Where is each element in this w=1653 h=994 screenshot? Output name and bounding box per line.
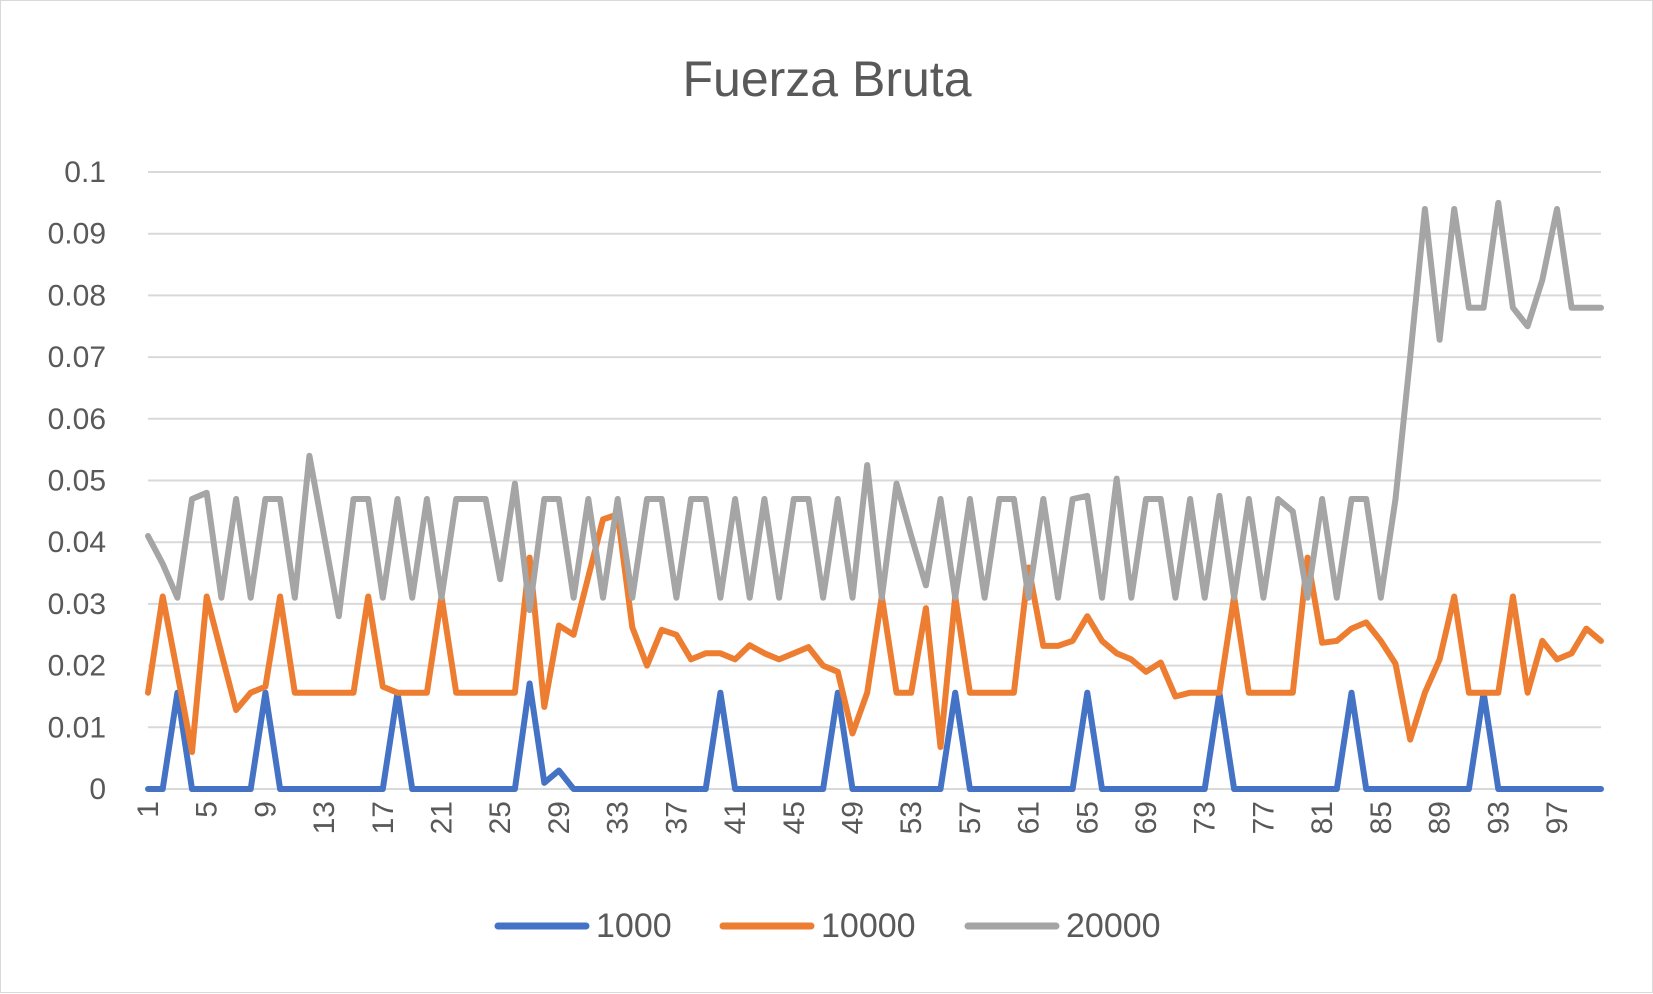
- x-tick-label: 25: [484, 801, 517, 834]
- legend: 1000 10000 20000: [494, 907, 1161, 945]
- y-tick-label: 0.07: [48, 341, 106, 374]
- x-tick-label: 77: [1247, 801, 1280, 834]
- x-tick-label: 1: [132, 801, 165, 818]
- y-tick-label: 0.05: [48, 465, 106, 498]
- y-tick-label: 0.01: [48, 711, 106, 744]
- x-tick-label: 5: [191, 801, 224, 818]
- series-line-10000: [145, 511, 1604, 755]
- x-tick-label: 65: [1071, 801, 1104, 834]
- x-tick-label: 93: [1482, 801, 1515, 834]
- x-tick-label: 49: [836, 801, 869, 834]
- gridlines: [148, 171, 1601, 790]
- x-tick-label: 85: [1365, 801, 1398, 834]
- y-tick-label: 0.02: [48, 650, 106, 683]
- y-tick-label: 0.04: [48, 526, 106, 559]
- x-tick-label: 89: [1424, 801, 1457, 834]
- x-tick-label: 97: [1541, 801, 1574, 834]
- x-tick-label: 61: [1013, 801, 1046, 834]
- x-tick-label: 33: [602, 801, 635, 834]
- x-tick-label: 21: [426, 801, 459, 834]
- x-tick-label: 29: [543, 801, 576, 834]
- y-tick-label: 0.09: [48, 218, 106, 251]
- legend-label: 20000: [1066, 907, 1161, 945]
- y-tick-label: 0: [89, 773, 106, 806]
- x-tick-label: 81: [1306, 801, 1339, 834]
- y-axis-ticks: 0 0.01 0.02 0.03 0.04 0.05 0.06 0.07 0.08 0.09 0.1: [48, 156, 106, 806]
- x-axis-ticks: 1 5 9 13 17 21 25 29 33 37 41 45 49 53 57 61 65 69 73 77 81 8…: [132, 801, 1574, 834]
- y-tick-label: 0.08: [48, 279, 106, 312]
- y-tick-label: 0.06: [48, 403, 106, 436]
- x-tick-label: 41: [719, 801, 752, 834]
- series-line-20000: [145, 199, 1604, 620]
- legend-label: 1000: [596, 907, 672, 945]
- x-tick-label: 17: [367, 801, 400, 834]
- x-tick-label: 73: [1189, 801, 1222, 834]
- x-tick-label: 13: [308, 801, 341, 834]
- series-lines: [145, 199, 1604, 792]
- chart-title: Fuerza Bruta: [682, 51, 971, 107]
- y-tick-label: 0.03: [48, 588, 106, 621]
- series-line-1000: [145, 680, 1604, 792]
- x-tick-label: 57: [954, 801, 987, 834]
- legend-label: 10000: [821, 907, 916, 945]
- x-tick-label: 37: [660, 801, 693, 834]
- x-tick-label: 53: [895, 801, 928, 834]
- x-tick-label: 69: [1130, 801, 1163, 834]
- y-tick-label: 0.1: [64, 156, 106, 189]
- x-tick-label: 45: [778, 801, 811, 834]
- x-tick-label: 9: [249, 801, 282, 818]
